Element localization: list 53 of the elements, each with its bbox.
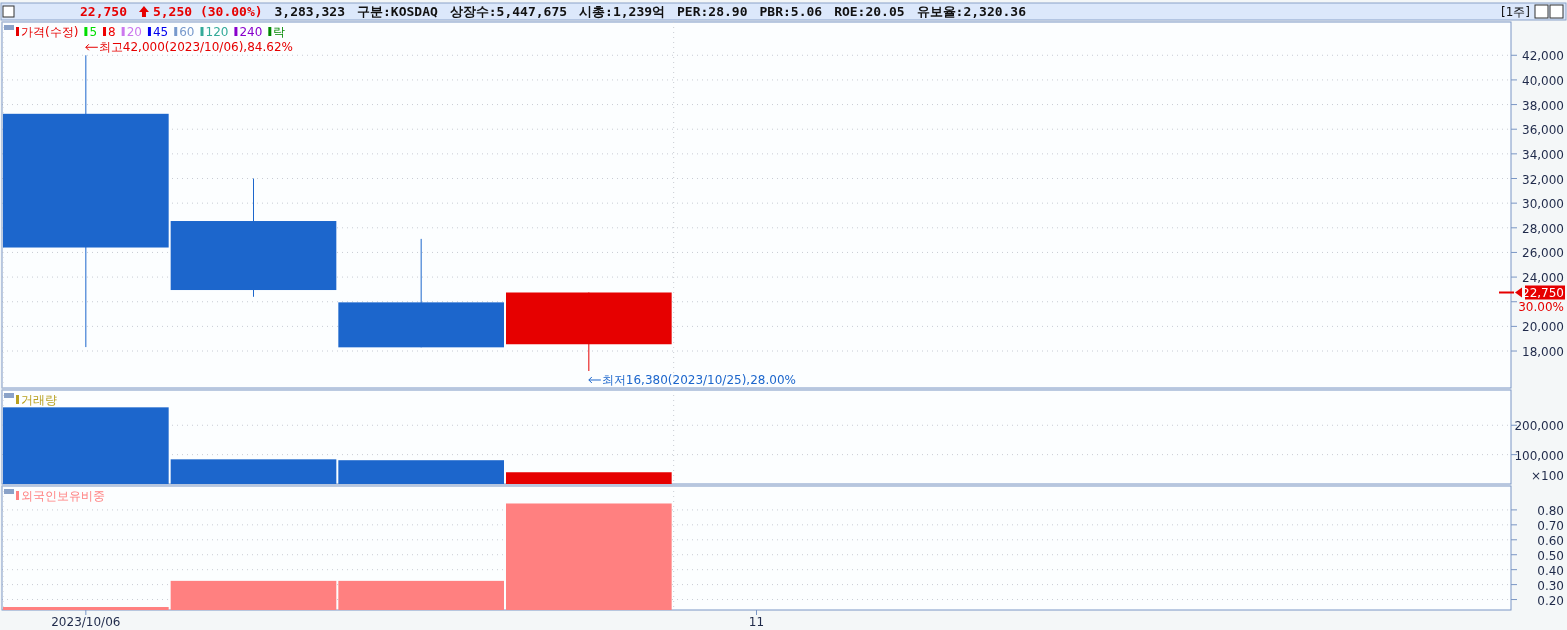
- y-tick-label: 100,000: [1514, 448, 1564, 463]
- y-tick-label: 0.80: [1537, 503, 1564, 518]
- legend-label: 20: [126, 25, 142, 39]
- text: 30.00%: [1518, 300, 1564, 315]
- y-tick-label: 34,000: [1522, 147, 1564, 162]
- annotation: 최저16,380(2023/10/25),28.00%: [601, 372, 796, 387]
- legend-label: 60: [179, 25, 195, 39]
- y-tick-label: 0.70: [1537, 518, 1564, 533]
- legend-label: 120: [205, 25, 229, 39]
- y-tick-label: 32,000: [1522, 172, 1564, 187]
- y-tick-label: 42,000: [1522, 49, 1564, 64]
- text: ROE:20.05: [834, 4, 905, 19]
- y-tick-label: 18,000: [1522, 345, 1564, 360]
- y-tick-label: 0.50: [1537, 548, 1564, 563]
- legend-title: 가격(수정): [21, 25, 79, 39]
- x-tick-label: 2023/10/06: [51, 615, 121, 629]
- text: 시총:1,239억: [579, 4, 666, 19]
- bar: [506, 472, 672, 484]
- legend-label: 락: [273, 25, 286, 39]
- text: 3,283,323: [274, 4, 345, 19]
- legend-label: 외국인보유비중: [21, 489, 105, 503]
- text: 구분:KOSDAQ: [357, 4, 438, 19]
- legend-label: 240: [239, 25, 263, 39]
- annotation: 최고42,000(2023/10/06),84.62%: [98, 40, 293, 55]
- legend-label: 45: [152, 25, 169, 39]
- text: 유보율:2,320.36: [916, 4, 1027, 19]
- text: 상장수:5,447,675: [449, 4, 568, 19]
- chart-title: 거래량: [21, 393, 57, 407]
- legend-label: 5: [89, 25, 98, 39]
- text: PER:28.90: [677, 4, 748, 19]
- text: 22,750: [80, 4, 128, 19]
- text: [1주]: [1501, 5, 1530, 19]
- x-tick-label: 11: [748, 615, 765, 629]
- y-tick-label: 30,000: [1522, 197, 1564, 212]
- text: 5,250 (30.00%): [152, 4, 263, 19]
- y-tick-label: 28,000: [1522, 221, 1564, 236]
- y-tick-label: 20,000: [1522, 320, 1564, 335]
- y-tick-label: 0.20: [1537, 593, 1564, 608]
- bar: [3, 407, 169, 484]
- y-tick-label: 0.40: [1537, 563, 1564, 578]
- bar: [170, 459, 337, 484]
- y-tick-label: 200,000: [1514, 419, 1564, 434]
- y-axis-title: ×100: [1531, 469, 1564, 483]
- text: PBR:5.06: [759, 4, 823, 19]
- y-tick-label: 38,000: [1522, 98, 1564, 113]
- y-tick-label: 26,000: [1522, 246, 1564, 261]
- legend-label: 8: [108, 25, 116, 39]
- y-tick-label: 0.30: [1537, 578, 1564, 593]
- y-tick-label: 24,000: [1522, 271, 1564, 286]
- bar: [338, 460, 504, 484]
- y-tick-label: 40,000: [1522, 73, 1564, 88]
- y-tick-label: 0.60: [1537, 533, 1564, 548]
- y-tick-label: 36,000: [1522, 123, 1564, 138]
